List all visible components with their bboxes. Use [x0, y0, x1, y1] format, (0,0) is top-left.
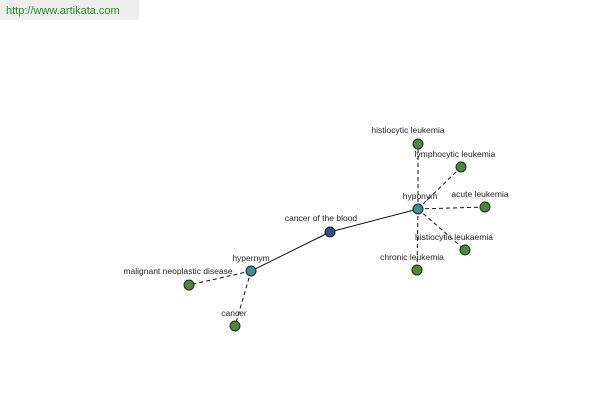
node [412, 203, 424, 215]
node [245, 265, 257, 277]
edge [250, 231, 331, 272]
dashed-edge [188, 270, 252, 286]
node [479, 201, 491, 213]
node-label: cancer of the blood [285, 213, 358, 223]
node [455, 161, 467, 173]
node-label: histiocytic leukemia [371, 125, 444, 135]
node-label: cancer [221, 308, 247, 318]
dashed-edge [234, 270, 252, 327]
node [229, 320, 241, 332]
node-label: chronic leukemia [380, 252, 444, 262]
dashed-edge [417, 166, 462, 210]
node [411, 264, 423, 276]
dashed-edge [417, 208, 466, 251]
node [412, 138, 424, 150]
node-label: malignant neoplastic disease [123, 266, 232, 276]
node-label: acute leukemia [451, 189, 508, 199]
node-label: hypernym [232, 253, 269, 263]
node-label: histiocytic leukaemia [415, 232, 493, 242]
node-label: hyponym [403, 191, 438, 201]
node [183, 279, 195, 291]
dashed-edge [416, 208, 419, 271]
node [324, 226, 336, 238]
site-url[interactable]: http://www.artikata.com [0, 0, 139, 20]
node-label: lymphocytic leukemia [415, 149, 496, 159]
edge [329, 208, 419, 233]
node [459, 244, 471, 256]
dashed-edge [417, 206, 486, 210]
